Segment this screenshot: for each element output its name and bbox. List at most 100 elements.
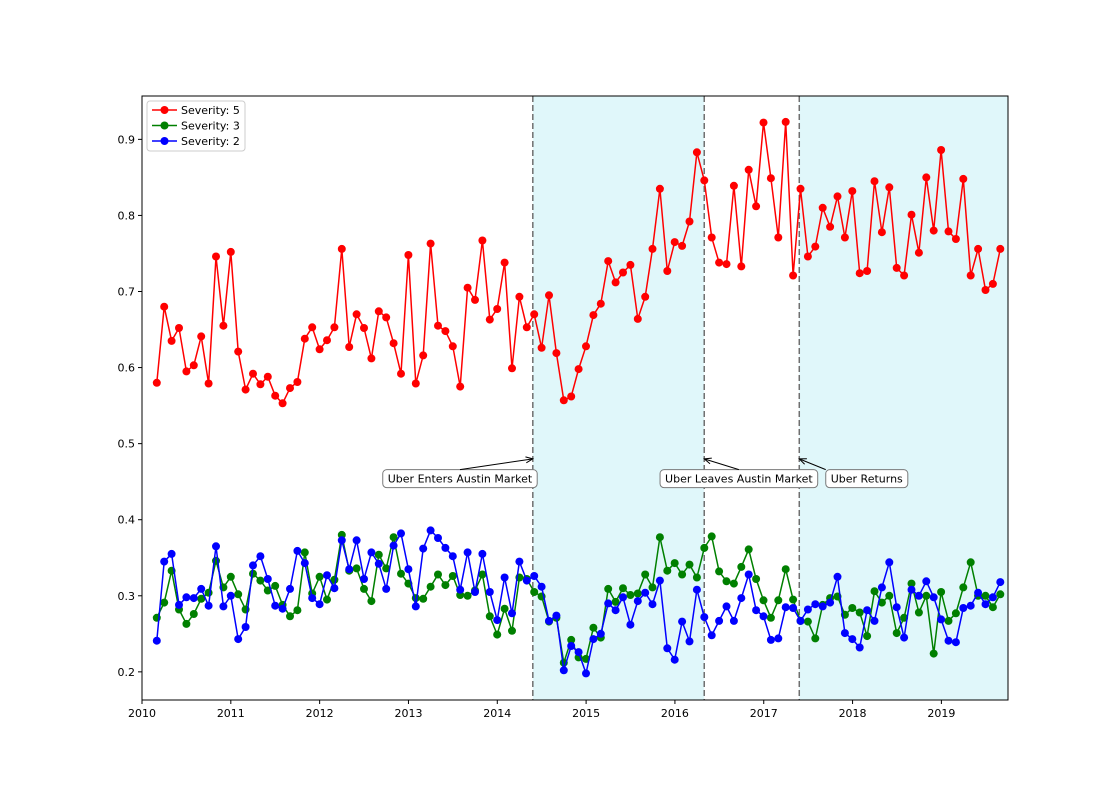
data-point bbox=[729, 616, 738, 625]
data-point bbox=[500, 604, 509, 613]
data-point bbox=[870, 177, 879, 186]
data-point bbox=[707, 233, 716, 242]
data-point bbox=[582, 669, 590, 678]
data-point bbox=[922, 173, 931, 182]
data-point bbox=[641, 588, 650, 597]
data-point bbox=[988, 593, 997, 602]
data-point bbox=[360, 324, 368, 332]
data-point bbox=[781, 565, 790, 574]
data-point bbox=[863, 267, 872, 275]
data-point bbox=[308, 323, 317, 332]
data-point bbox=[929, 593, 938, 602]
data-point bbox=[974, 244, 983, 253]
y-axis: 0.2 0.3 0.4 0.5 0.6 0.7 0.8 0.9 bbox=[118, 133, 142, 679]
data-point bbox=[863, 606, 872, 615]
data-point bbox=[234, 347, 243, 356]
data-point bbox=[552, 349, 561, 358]
data-point bbox=[419, 351, 428, 360]
data-point bbox=[715, 567, 724, 576]
data-point bbox=[966, 558, 975, 567]
data-point bbox=[789, 604, 798, 612]
data-point bbox=[774, 233, 783, 242]
data-point bbox=[508, 364, 516, 373]
data-point bbox=[411, 602, 420, 611]
data-point bbox=[840, 233, 849, 242]
data-point bbox=[848, 187, 857, 196]
x-tick-label: 2013 bbox=[394, 707, 422, 720]
data-point bbox=[352, 536, 361, 545]
data-point bbox=[752, 202, 761, 211]
data-point bbox=[611, 597, 620, 606]
data-point bbox=[796, 184, 805, 193]
data-point bbox=[515, 292, 524, 301]
data-point bbox=[315, 572, 324, 581]
data-point bbox=[508, 626, 516, 635]
data-point bbox=[471, 588, 479, 596]
data-point bbox=[626, 591, 635, 599]
data-point bbox=[951, 638, 960, 647]
data-point bbox=[663, 644, 672, 653]
data-point bbox=[685, 560, 694, 569]
data-point bbox=[692, 148, 701, 157]
data-point bbox=[951, 609, 960, 618]
data-point bbox=[160, 302, 169, 311]
data-point bbox=[633, 597, 642, 606]
data-point bbox=[493, 616, 502, 625]
data-point bbox=[922, 577, 931, 586]
data-point bbox=[175, 324, 183, 332]
data-point bbox=[382, 313, 391, 322]
x-axis: 2010 2011 2012 2013 2014 2015 2016 2017 2018 2019 bbox=[128, 700, 955, 720]
data-point bbox=[567, 392, 576, 401]
data-point bbox=[648, 583, 657, 592]
data-point bbox=[670, 655, 679, 664]
data-point bbox=[633, 314, 642, 323]
data-point bbox=[249, 569, 257, 578]
data-point bbox=[330, 323, 339, 332]
series-layer bbox=[152, 117, 1005, 678]
data-point bbox=[256, 552, 265, 561]
data-point bbox=[234, 635, 243, 644]
x-tick-label: 2019 bbox=[927, 707, 955, 720]
data-point bbox=[744, 165, 753, 174]
data-point bbox=[885, 591, 894, 600]
data-point bbox=[182, 619, 191, 628]
legend-label: Severity: 5 bbox=[181, 104, 240, 117]
series-3 bbox=[152, 526, 1005, 678]
data-point bbox=[766, 174, 775, 183]
data-point bbox=[833, 192, 842, 201]
data-point bbox=[374, 307, 383, 316]
data-point bbox=[345, 565, 354, 574]
data-point bbox=[182, 367, 191, 376]
data-point bbox=[907, 579, 916, 588]
data-point bbox=[397, 569, 405, 578]
legend: Severity: 5 Severity: 3 Severity: 2 bbox=[146, 100, 246, 152]
data-point bbox=[737, 594, 746, 603]
data-point bbox=[692, 585, 701, 594]
data-point bbox=[937, 588, 946, 596]
data-point bbox=[929, 649, 938, 658]
data-point bbox=[485, 588, 494, 596]
annotation-arrow bbox=[704, 458, 740, 471]
data-point bbox=[937, 146, 946, 154]
data-point bbox=[729, 579, 738, 588]
data-point bbox=[226, 591, 235, 600]
annotation-label: Uber Returns bbox=[831, 473, 903, 486]
data-point bbox=[811, 600, 820, 609]
data-point bbox=[855, 643, 864, 652]
data-point bbox=[722, 602, 731, 611]
data-point bbox=[404, 565, 413, 574]
annotation-arrowhead bbox=[798, 458, 807, 465]
data-point bbox=[907, 585, 916, 594]
data-point bbox=[877, 228, 886, 237]
data-point bbox=[167, 549, 176, 558]
data-point bbox=[655, 184, 664, 193]
data-point bbox=[204, 601, 213, 610]
annotation-arrow bbox=[459, 458, 533, 471]
x-tick-label: 2014 bbox=[483, 707, 511, 720]
y-tick-label: 0.8 bbox=[118, 209, 136, 222]
x-tick-label: 2010 bbox=[128, 707, 156, 720]
legend-item-3: Severity: 2 bbox=[152, 135, 240, 148]
data-point bbox=[892, 629, 901, 638]
data-point bbox=[759, 118, 768, 127]
